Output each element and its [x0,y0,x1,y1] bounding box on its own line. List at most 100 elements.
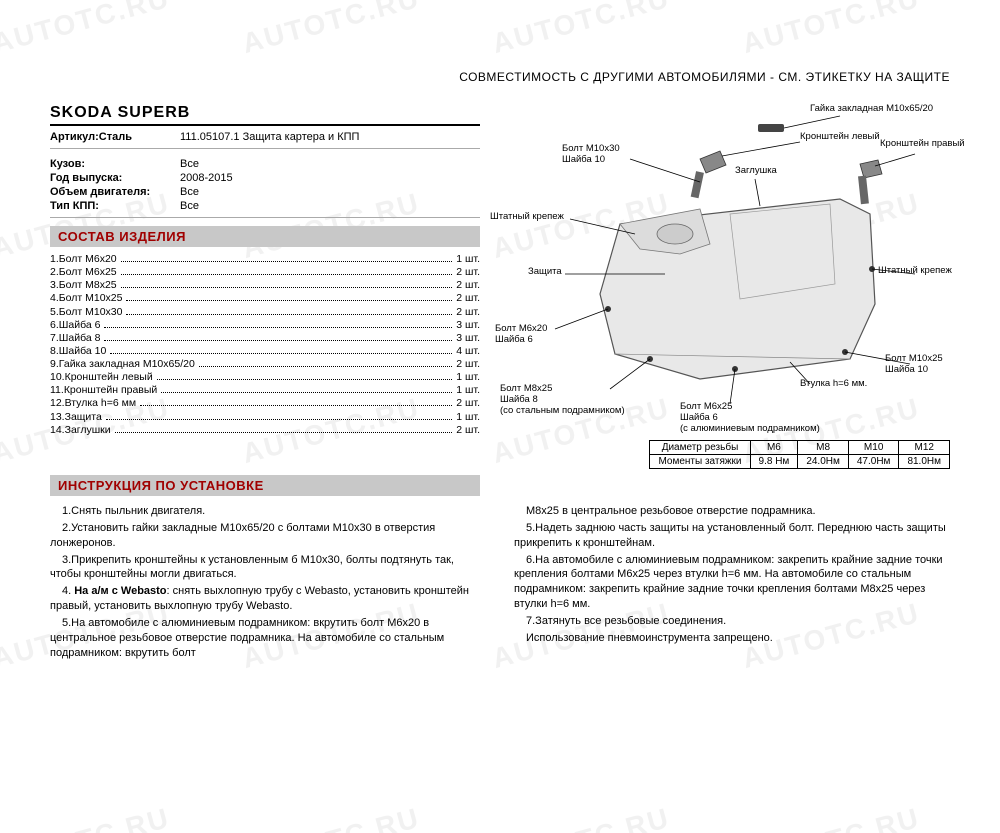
diagram-label: Болт М10х25 Шайба 10 [885,354,943,376]
instr-step: 4. На а/м с Webasto: снять выхлопную тру… [50,584,486,614]
bom-qty: 1 шт. [456,384,480,397]
wm: AUTOTC.RU [0,802,173,833]
bom-row: 9.Гайка закладная М10х65/20 2 шт. [50,358,480,371]
instr-step: Использование пневмоинструмента запрещен… [514,631,950,646]
left-column: SKODA SUPERB Артикул:Сталь 111.05107.1 З… [50,104,480,469]
info-label: Тип КПП: [50,200,180,212]
bom-row: 7.Шайба 8 3 шт. [50,332,480,345]
bom-qty: 2 шт. [456,279,480,292]
bom-name: 13.Защита [50,411,102,424]
info-value: Все [180,186,199,198]
bom-list: 1.Болт М6х201 шт.2.Болт М6х252 шт.3.Болт… [50,253,480,437]
torque-cell: 47.0Нм [848,455,899,469]
diagram-label: Заглушка [735,166,777,177]
diagram-label: Втулка h=6 мм. [800,379,867,390]
torque-cell: 9.8 Нм [750,455,798,469]
info-value: 2008-2015 [180,172,233,184]
diagram-label: Болт М8х25 Шайба 8 (со стальным подрамни… [500,384,625,417]
bom-row: 1.Болт М6х20 1 шт. [50,253,480,266]
bom-row: 14.Заглушки 2 шт. [50,424,480,437]
bom-row: 8.Шайба 10 4 шт. [50,345,480,358]
torque-table: Диаметр резьбы М6 М8 М10 М12 Моменты зат… [649,440,950,469]
bom-row: 3.Болт М8х25 2 шт. [50,279,480,292]
instructions: 1.Снять пыльник двигателя.2.Установить г… [50,502,950,662]
bom-qty: 3 шт. [456,319,480,332]
bom-qty: 2 шт. [456,358,480,371]
instr-step: 6.На автомобиле с алюминиевым подрамнико… [514,553,950,612]
bom-header: СОСТАВ ИЗДЕЛИЯ [50,226,480,247]
torque-cell: 81.0Нм [899,455,950,469]
wm: AUTOTC.RU [489,0,673,60]
bom-row: 5.Болт М10х302 шт. [50,306,480,319]
bom-name: 8.Шайба 10 [50,345,106,358]
instr-step: 5.На автомобиле с алюминиевым подрамнико… [50,616,486,661]
bom-row: 6.Шайба 6 3 шт. [50,319,480,332]
instructions-right: М8х25 в центральное резьбовое отверстие … [514,502,950,662]
torque-cell: Моменты затяжки [650,455,750,469]
diagram-label: Штатный крепеж [878,266,952,277]
diagram-label: Болт М6х20 Шайба 6 [495,324,547,346]
article-label: Артикул:Сталь [50,131,180,143]
article-block: Артикул:Сталь 111.05107.1 Защита картера… [50,130,480,149]
diagram-label: Болт М10х30 Шайба 10 [562,144,620,166]
bom-name: 10.Кронштейн левый [50,371,153,384]
diagram-label: Штатный крепеж [490,212,564,223]
instr-step: 5.Надеть заднюю часть защиты на установл… [514,521,950,551]
diagram-label: Защита [528,267,562,278]
model-title: SKODA SUPERB [50,104,480,126]
bom-row: 13.Защита1 шт. [50,411,480,424]
bom-row: 12.Втулка h=6 мм 2 шт. [50,397,480,410]
info-label: Объем двигателя: [50,186,180,198]
wm: AUTOTC.RU [239,802,423,833]
wm: AUTOTC.RU [489,802,673,833]
bom-qty: 2 шт. [456,424,480,437]
bom-qty: 3 шт. [456,332,480,345]
page: СОВМЕСТИМОСТЬ С ДРУГИМИ АВТОМОБИЛЯМИ - С… [50,70,950,662]
diagram-label: Кронштейн левый [800,132,880,143]
torque-cell: 24.0Нм [798,455,849,469]
bom-name: 6.Шайба 6 [50,319,100,332]
wm: AUTOTC.RU [0,0,173,60]
info-label: Год выпуска: [50,172,180,184]
bom-name: 1.Болт М6х20 [50,253,117,266]
bom-name: 12.Втулка h=6 мм [50,397,136,410]
compatibility-note: СОВМЕСТИМОСТЬ С ДРУГИМИ АВТОМОБИЛЯМИ - С… [50,70,950,84]
info-label: Кузов: [50,158,180,170]
bom-name: 4.Болт М10х25 [50,292,122,305]
bom-qty: 2 шт. [456,292,480,305]
bom-name: 9.Гайка закладная М10х65/20 [50,358,195,371]
diagram-label: Гайка закладная М10х65/20 [810,104,933,115]
upper-columns: SKODA SUPERB Артикул:Сталь 111.05107.1 З… [50,104,950,469]
bom-name: 7.Шайба 8 [50,332,100,345]
bom-row: 4.Болт М10х25 2 шт. [50,292,480,305]
instr-step: 2.Установить гайки закладные М10х65/20 с… [50,521,486,551]
bom-qty: 2 шт. [456,266,480,279]
bom-qty: 4 шт. [456,345,480,358]
wm: AUTOTC.RU [739,0,923,60]
bom-row: 11.Кронштейн правый 1 шт. [50,384,480,397]
wm: AUTOTC.RU [239,0,423,60]
instr-step: 3.Прикрепить кронштейны к установленным … [50,553,486,583]
bom-qty: 2 шт. [456,397,480,410]
bom-name: 2.Болт М6х25 [50,266,117,279]
bom-qty: 1 шт. [456,371,480,384]
bom-row: 2.Болт М6х25 2 шт. [50,266,480,279]
bom-qty: 1 шт. [456,253,480,266]
instructions-header: ИНСТРУКЦИЯ ПО УСТАНОВКЕ [50,475,480,496]
info-value: Все [180,200,199,212]
wm: AUTOTC.RU [739,802,923,833]
article-value: 111.05107.1 Защита картера и КПП [180,131,359,143]
assembly-diagram: Гайка закладная М10х65/20 Кронштейн левы… [500,104,950,434]
diagram-label: Кронштейн правый [880,139,965,150]
info-value: Все [180,158,199,170]
vehicle-info: Кузов:Все Год выпуска:2008-2015 Объем дв… [50,157,480,218]
bom-name: 11.Кронштейн правый [50,384,157,397]
diagram-label: Болт М6х25 Шайба 6 (с алюминиевым подрам… [680,402,820,435]
bom-name: 3.Болт М8х25 [50,279,117,292]
right-column: Гайка закладная М10х65/20 Кронштейн левы… [500,104,950,469]
instr-step: 7.Затянуть все резьбовые соединения. [514,614,950,629]
bom-name: 5.Болт М10х30 [50,306,122,319]
bom-name: 14.Заглушки [50,424,111,437]
instr-step: М8х25 в центральное резьбовое отверстие … [514,504,950,519]
instructions-left: 1.Снять пыльник двигателя.2.Установить г… [50,502,486,662]
